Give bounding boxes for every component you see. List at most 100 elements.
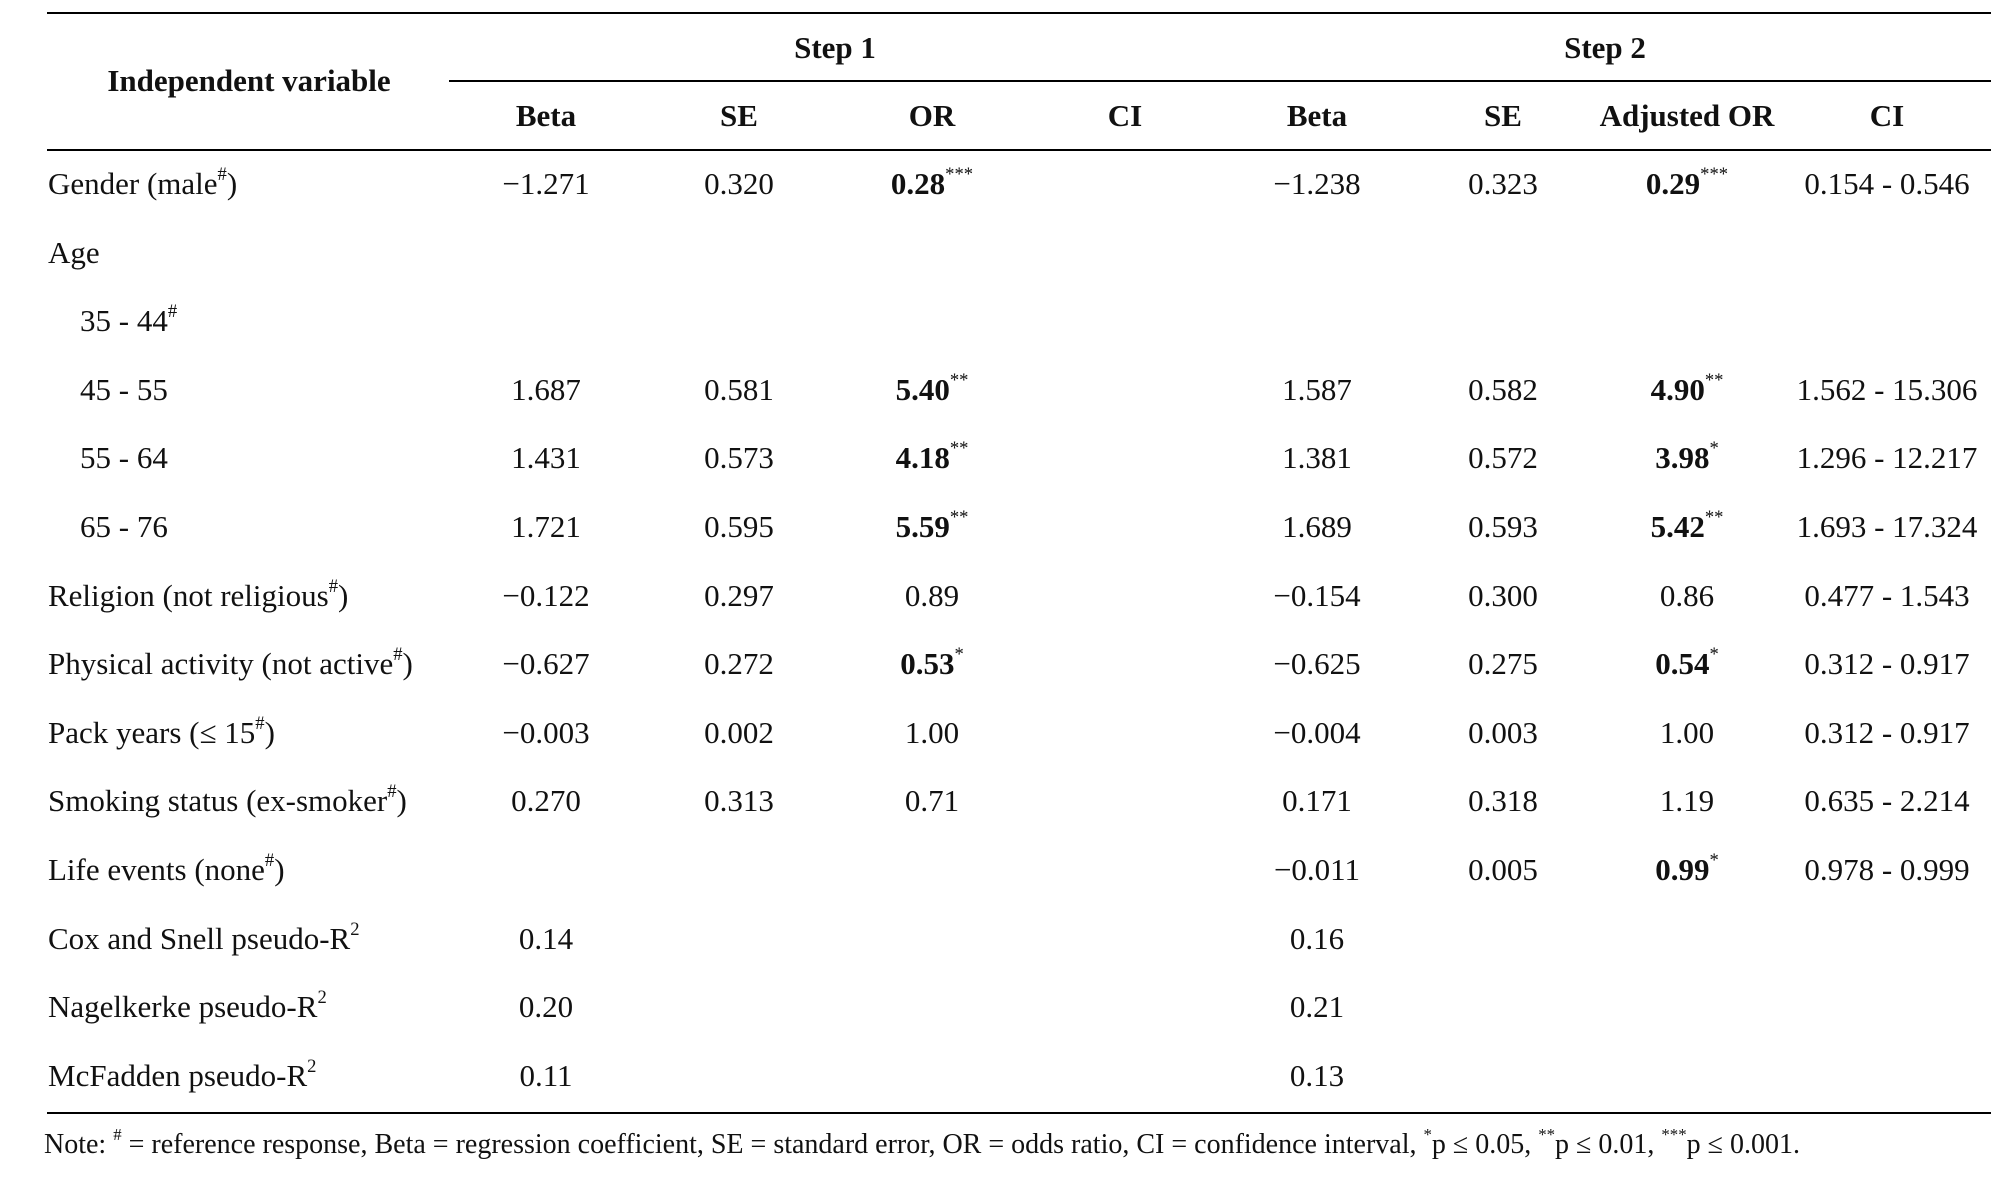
row-label-text: Gender (male	[48, 166, 218, 201]
cell-step2-se: 0.572	[1468, 440, 1538, 476]
cell-step1-beta-value: −0.627	[502, 646, 590, 681]
cell-step2-ci-value: 1.562 - 15.306	[1796, 372, 1978, 407]
row-label: Physical activity (not active#)	[48, 645, 413, 682]
significance-marker: **	[949, 506, 969, 528]
cell-step1-beta-value: −1.271	[502, 166, 590, 201]
cell-step2-beta: 1.689	[1282, 509, 1352, 545]
cell-step2-beta: −1.238	[1273, 166, 1360, 202]
row-label-superscript: #	[264, 849, 275, 871]
note-sig2-symbol: **	[1538, 1125, 1556, 1145]
cell-step2-adjusted-or: 0.54*	[1655, 645, 1719, 682]
significance-marker: *	[1709, 849, 1719, 871]
cell-step1-beta: 0.20	[519, 989, 573, 1025]
significance-marker: ***	[1700, 163, 1729, 185]
cell-step1-se: 0.595	[704, 509, 774, 545]
cell-step2-ci-value: 0.978 - 0.999	[1804, 852, 1970, 887]
cell-step2-beta: 0.21	[1290, 989, 1344, 1025]
cell-step2-adjusted-or: 0.86	[1660, 578, 1714, 614]
cell-step2-adjusted-or: 1.19	[1660, 783, 1714, 819]
row-label: Pack years (≤ 15#)	[48, 714, 275, 751]
cell-step2-adjusted-or: 4.90**	[1651, 369, 1724, 408]
cell-step2-beta: 0.171	[1282, 783, 1352, 819]
table-bottom-rule	[47, 1112, 1991, 1114]
cell-step2-beta-value: −0.011	[1273, 852, 1361, 887]
cell-step2-beta-value: 0.16	[1289, 921, 1345, 956]
row-label: Gender (male#)	[48, 165, 238, 202]
cell-step1-or-value: 5.40	[895, 372, 950, 407]
step1-header: Step 1	[794, 30, 876, 65]
cell-step2-beta-value: 1.381	[1282, 440, 1352, 475]
independent-variable-header: Independent variable	[107, 63, 391, 98]
cell-step1-beta: −0.627	[502, 646, 589, 682]
row-label-text: Nagelkerke pseudo-R	[48, 989, 318, 1024]
cell-step1-or: 0.89	[905, 578, 959, 614]
cell-step2-ci: 1.296 - 12.217	[1797, 440, 1978, 476]
cell-step1-or-value: 0.89	[904, 578, 960, 613]
cell-step1-se: 0.581	[704, 372, 774, 408]
row-label-tail: )	[226, 166, 238, 201]
cell-step1-or: 5.40**	[895, 371, 969, 408]
cell-step2-beta: 0.13	[1290, 1058, 1344, 1094]
cell-step1-or: 4.18**	[896, 439, 969, 476]
row-label-tail: )	[274, 852, 285, 887]
cell-step1-beta: −0.003	[502, 715, 589, 751]
row-label: 65 - 76	[80, 509, 168, 545]
cell-step1-beta: 1.431	[511, 440, 581, 476]
cell-step1-se: 0.573	[704, 440, 774, 476]
row-label-superscript: 2	[307, 1055, 317, 1077]
cell-step2-beta-value: −1.238	[1273, 166, 1361, 201]
cell-step1-beta-value: 1.431	[511, 440, 581, 475]
cell-step1-se-value: 0.313	[704, 783, 774, 818]
cell-step1-or-value: 5.59	[895, 509, 950, 544]
cell-step2-adjusted-or: 1.00	[1660, 715, 1714, 751]
cell-step2-se-value: 0.300	[1468, 578, 1538, 613]
cell-step1-or-value: 0.53	[900, 646, 955, 681]
cell-step1-beta-value: 0.11	[519, 1058, 573, 1093]
row-label-text: 35 - 44	[80, 303, 168, 338]
cell-step2-beta: −0.625	[1273, 646, 1360, 682]
row-label-superscript: #	[387, 780, 397, 802]
cell-step1-se-value: 0.320	[704, 166, 774, 201]
col-header-step1-beta: Beta	[515, 98, 577, 133]
col-header-step2-se: SE	[1484, 98, 1522, 133]
cell-step2-adjusted-or-value: 3.98	[1655, 440, 1710, 475]
cell-step1-se: 0.320	[704, 166, 774, 202]
row-label-tail: )	[402, 646, 413, 681]
cell-step1-or: 0.53*	[900, 645, 964, 682]
col-header-step2-adjusted-or: Adjusted OR	[1599, 98, 1775, 133]
note-sig1-symbol: *	[1423, 1125, 1432, 1145]
cell-step2-se: 0.323	[1468, 166, 1538, 202]
table-top-rule	[47, 12, 1991, 14]
cell-step2-adjusted-or: 0.29***	[1646, 163, 1729, 202]
row-label: Age	[48, 235, 100, 271]
cell-step2-se: 0.318	[1468, 783, 1538, 819]
cell-step2-ci: 0.477 - 1.543	[1804, 578, 1969, 614]
row-label: Religion (not religious#)	[48, 575, 349, 614]
table-note: Note: # = reference response, Beta = reg…	[44, 1125, 1800, 1162]
cell-step1-beta-value: 0.20	[518, 989, 574, 1024]
row-label-tail: )	[396, 783, 407, 818]
note-sig1-text: p ≤ 0.05,	[1431, 1129, 1539, 1160]
cell-step1-se: 0.313	[704, 783, 774, 819]
cell-step2-se: 0.003	[1468, 715, 1538, 751]
cell-step2-se-value: 0.318	[1468, 783, 1538, 818]
cell-step2-adjusted-or-value: 1.00	[1659, 715, 1715, 750]
cell-step1-beta: −1.271	[502, 166, 589, 202]
cell-step1-beta-value: 0.270	[511, 783, 581, 818]
row-label-tail: )	[338, 578, 349, 613]
cell-step1-se: 0.272	[704, 646, 774, 682]
row-label-text: McFadden pseudo-R	[48, 1058, 308, 1093]
col-header-step1-or: OR	[908, 98, 956, 133]
cell-step2-ci-value: 0.477 - 1.543	[1804, 578, 1970, 613]
cell-step1-beta-value: −0.122	[502, 578, 590, 613]
row-label-superscript: 2	[350, 918, 360, 940]
col-header-step2-beta: Beta	[1286, 98, 1348, 133]
cell-step2-beta-value: −0.154	[1273, 578, 1361, 613]
cell-step2-ci: 0.635 - 2.214	[1804, 783, 1969, 819]
cell-step1-beta: 1.687	[511, 372, 581, 408]
row-label: 35 - 44#	[80, 302, 177, 339]
cell-step1-beta-value: 1.721	[511, 509, 581, 544]
row-label-superscript: #	[328, 575, 338, 597]
cell-step2-adjusted-or-value: 0.54	[1655, 646, 1710, 681]
significance-marker: **	[1704, 369, 1724, 391]
